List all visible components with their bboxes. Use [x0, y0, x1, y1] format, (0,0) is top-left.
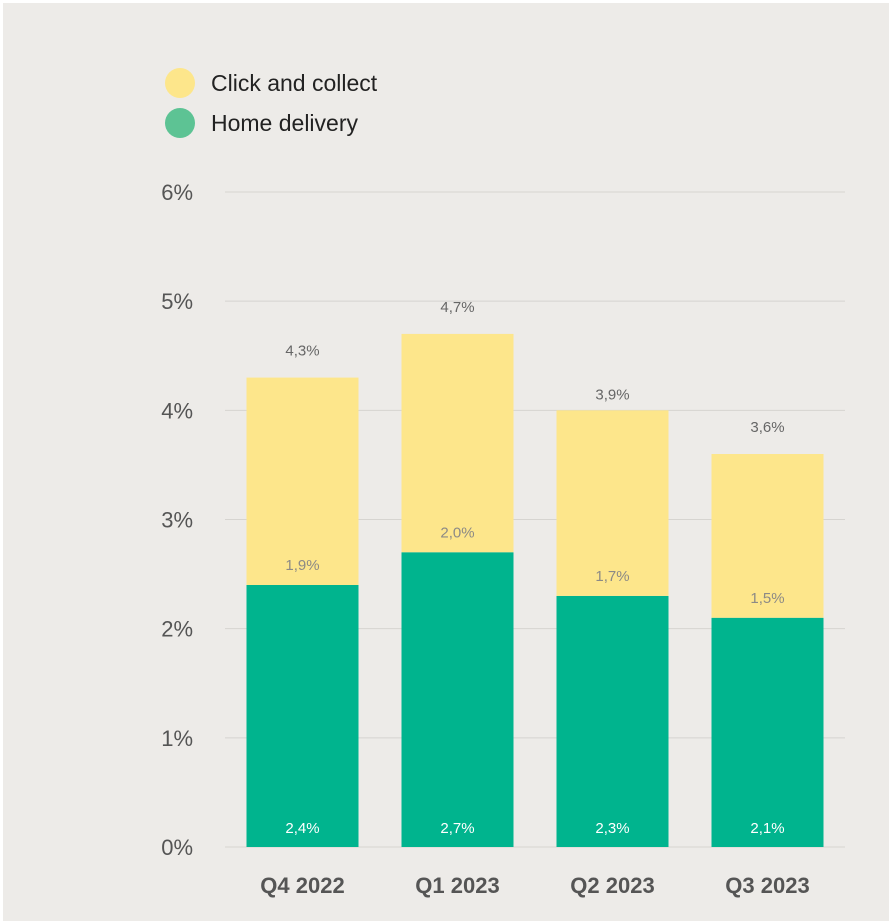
legend-item-click-and-collect: Click and collect	[165, 63, 377, 103]
legend-swatch-home-delivery	[165, 108, 195, 138]
y-tick-label: 6%	[161, 180, 193, 205]
y-tick-label: 3%	[161, 508, 193, 533]
x-tick-label: Q2 2023	[570, 873, 654, 898]
data-label-click-and-collect: 1,7%	[595, 568, 629, 585]
data-label-home-delivery: 2,4%	[285, 820, 319, 837]
legend: Click and collect Home delivery	[165, 63, 377, 143]
bar-segment-click-and-collect	[556, 410, 669, 596]
legend-label: Click and collect	[211, 69, 378, 96]
legend-label: Home delivery	[211, 109, 358, 136]
data-label-click-and-collect: 2,0%	[440, 524, 474, 541]
legend-swatch-click-and-collect	[165, 68, 195, 98]
bar-segment-home-delivery	[401, 552, 514, 847]
data-label-click-and-collect: 1,9%	[285, 557, 319, 574]
data-label-home-delivery: 2,7%	[440, 820, 474, 837]
bar-segment-click-and-collect	[401, 333, 514, 553]
bar-segment-home-delivery	[711, 617, 824, 847]
x-tick-label: Q4 2022	[260, 873, 344, 898]
y-tick-label: 5%	[161, 289, 193, 314]
data-label-home-delivery: 2,1%	[750, 820, 784, 837]
x-tick-label: Q1 2023	[415, 873, 499, 898]
y-tick-label: 4%	[161, 398, 193, 423]
data-label-home-delivery: 2,3%	[595, 820, 629, 837]
data-label-total: 4,7%	[440, 299, 474, 316]
data-label-total: 3,6%	[750, 419, 784, 436]
y-tick-label: 1%	[161, 726, 193, 751]
data-label-total: 3,9%	[595, 386, 629, 403]
bar-segment-click-and-collect	[711, 454, 824, 618]
y-tick-label: 2%	[161, 617, 193, 642]
legend-item-home-delivery: Home delivery	[165, 103, 377, 143]
data-label-total: 4,3%	[285, 343, 319, 360]
bar-segment-home-delivery	[556, 595, 669, 847]
bar-segment-click-and-collect	[246, 377, 359, 585]
data-label-click-and-collect: 1,5%	[750, 590, 784, 607]
x-tick-label: Q3 2023	[725, 873, 809, 898]
bar-segment-home-delivery	[246, 585, 359, 847]
y-tick-label: 0%	[161, 835, 193, 860]
